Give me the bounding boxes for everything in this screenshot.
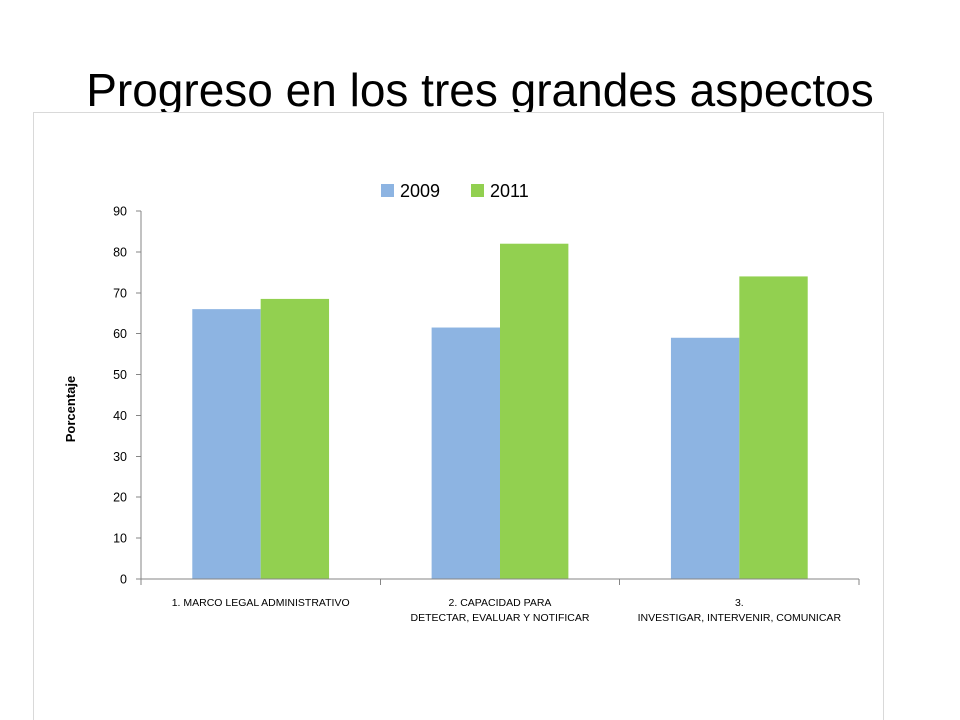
axes xyxy=(136,210,860,585)
x-tick-label: 3. INVESTIGAR, INTERVENIR, COMUNICAR xyxy=(638,597,842,624)
bar-series-2 xyxy=(260,298,330,579)
y-axis-tick-labels: 0 10 20 30 40 50 60 70 80 90 xyxy=(113,205,127,587)
chart-area: 2009 2011 0 10 20 30 40 50 60 70 80 90 1. MARCO LE… xyxy=(33,112,884,720)
y-tick-label: 70 xyxy=(113,286,127,300)
x-tick-label-line: INVESTIGAR, INTERVENIR, COMUNICAR xyxy=(638,612,842,624)
slide-title: Progreso en los tres grandes aspectos xyxy=(86,64,874,116)
y-tick-label: 30 xyxy=(113,450,127,464)
y-tick-label: 20 xyxy=(113,491,127,505)
x-tick-label-line: 2. CAPACIDAD PARA xyxy=(449,597,552,609)
x-tick-label-line: 1. MARCO LEGAL ADMINISTRATIVO xyxy=(172,597,350,609)
bar-series-1 xyxy=(192,309,261,579)
bar-series-1 xyxy=(431,327,500,579)
x-tick-label-line: DETECTAR, EVALUAR Y NOTIFICAR xyxy=(411,612,590,624)
bar-series-1 xyxy=(670,337,740,579)
y-axis-title: Porcentaje xyxy=(63,376,78,442)
legend-item: 2009 xyxy=(381,181,440,201)
legend-swatch xyxy=(471,184,484,197)
legend-label: 2009 xyxy=(400,181,440,201)
bars xyxy=(192,243,808,579)
bar-series-2 xyxy=(500,243,569,579)
y-tick-label: 40 xyxy=(113,409,127,423)
x-tick-label: 2. CAPACIDAD PARA DETECTAR, EVALUAR Y NOT… xyxy=(411,597,590,624)
legend-label: 2011 xyxy=(490,181,529,201)
legend-item: 2011 xyxy=(471,181,529,201)
bar-series-2 xyxy=(739,276,808,579)
y-tick-label: 80 xyxy=(113,245,127,259)
y-tick-label: 60 xyxy=(113,327,127,341)
y-tick-label: 90 xyxy=(113,205,127,219)
y-tick-label: 10 xyxy=(113,532,127,546)
legend: 2009 2011 xyxy=(381,181,529,201)
x-tick-label: 1. MARCO LEGAL ADMINISTRATIVO xyxy=(172,597,350,609)
y-tick-label: 50 xyxy=(113,368,127,382)
bar-chart: 2009 2011 0 10 20 30 40 50 60 70 80 90 1. MARCO LE… xyxy=(63,181,860,624)
legend-swatch xyxy=(381,184,394,197)
x-tick-label-line: 3. xyxy=(735,597,744,609)
y-tick-label: 0 xyxy=(120,573,127,587)
x-axis-category-labels: 1. MARCO LEGAL ADMINISTRATIVO 2. CAPACIDA… xyxy=(172,597,842,624)
